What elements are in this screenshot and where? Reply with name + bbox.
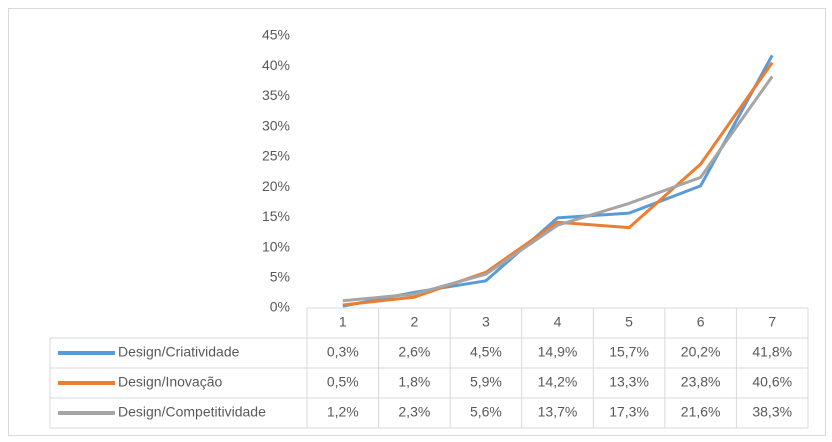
table-value: 14,2%	[538, 374, 578, 390]
y-tick-label: 5%	[270, 268, 290, 284]
table-value: 5,6%	[470, 404, 502, 420]
legend-label: Design/Criatividade	[118, 344, 240, 360]
table-value: 14,9%	[538, 344, 578, 360]
table-value: 20,2%	[681, 344, 721, 360]
y-tick-label: 30%	[262, 117, 290, 133]
table-value: 21,6%	[681, 404, 721, 420]
y-tick-label: 20%	[262, 178, 290, 194]
table-value: 15,7%	[609, 344, 649, 360]
table-value: 13,7%	[538, 404, 578, 420]
series-line	[342, 61, 774, 307]
table-value: 4,5%	[470, 344, 502, 360]
table-value: 17,3%	[609, 404, 649, 420]
legend-label: Design/Inovação	[118, 374, 223, 390]
x-tick-label: 2	[410, 314, 418, 330]
table-value: 23,8%	[681, 374, 721, 390]
y-tick-label: 10%	[262, 238, 290, 254]
x-tick-label: 4	[554, 314, 562, 330]
y-tick-label: 45%	[262, 27, 290, 43]
x-tick-label: 7	[768, 314, 776, 330]
series-line	[342, 75, 774, 303]
table-value: 1,2%	[327, 404, 359, 420]
table-value: 13,3%	[609, 374, 649, 390]
table-value: 0,3%	[327, 344, 359, 360]
table-value: 1,8%	[398, 374, 430, 390]
table-value: 41,8%	[752, 344, 792, 360]
table-value: 2,6%	[398, 344, 430, 360]
table-value: 38,3%	[752, 404, 792, 420]
table-value: 40,6%	[752, 374, 792, 390]
table-value: 2,3%	[398, 404, 430, 420]
table-value: 0,5%	[327, 374, 359, 390]
x-tick-label: 6	[697, 314, 705, 330]
y-tick-label: 25%	[262, 148, 290, 164]
x-tick-label: 5	[625, 314, 633, 330]
y-tick-label: 40%	[262, 57, 290, 73]
y-tick-label: 35%	[262, 87, 290, 103]
table-value: 5,9%	[470, 374, 502, 390]
legend-label: Design/Competitividade	[118, 404, 266, 420]
y-tick-label: 15%	[262, 208, 290, 224]
series-line	[342, 54, 774, 308]
y-tick-label: 0%	[270, 299, 290, 315]
x-tick-label: 1	[339, 314, 347, 330]
x-tick-label: 3	[482, 314, 490, 330]
chart-border	[8, 8, 826, 436]
